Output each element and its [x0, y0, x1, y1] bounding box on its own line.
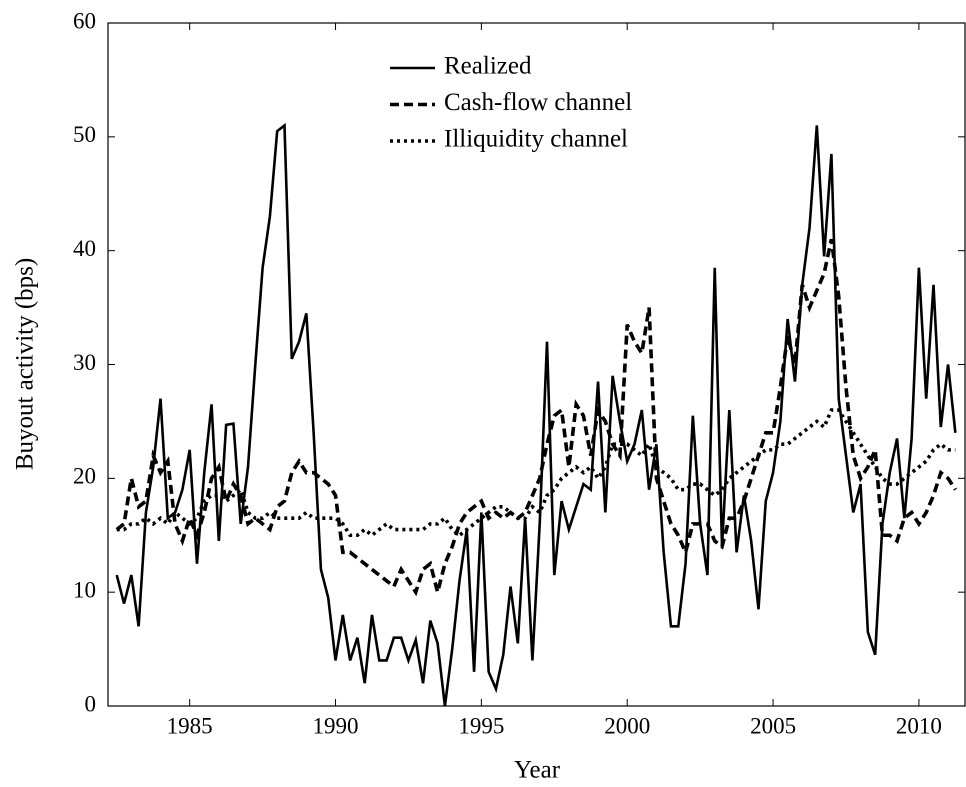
series-line [115, 122, 957, 706]
y-tick-label: 40 [73, 236, 96, 261]
x-axis-label: Year [514, 757, 561, 784]
x-tick-label: 1995 [458, 713, 504, 738]
y-tick-label: 0 [85, 691, 97, 716]
y-axis-label: Buyout activity (bps) [12, 258, 39, 470]
y-tick-label: 50 [73, 122, 96, 147]
y-tick-label: 20 [73, 464, 96, 489]
x-tick-label: 1985 [167, 713, 213, 738]
x-tick-label: 2005 [750, 713, 796, 738]
legend-label: Illiquidity channel [444, 126, 628, 153]
series-line [115, 238, 957, 597]
legend-label: Cash-flow channel [444, 89, 632, 116]
legend-label: Realized [444, 53, 532, 80]
y-tick-label: 60 [73, 8, 96, 33]
y-tick-label: 30 [73, 350, 96, 375]
x-tick-label: 1990 [313, 713, 359, 738]
x-tick-label: 2010 [896, 713, 942, 738]
x-tick-label: 2000 [604, 713, 650, 738]
y-tick-label: 10 [73, 577, 96, 602]
plot-frame [107, 22, 966, 707]
